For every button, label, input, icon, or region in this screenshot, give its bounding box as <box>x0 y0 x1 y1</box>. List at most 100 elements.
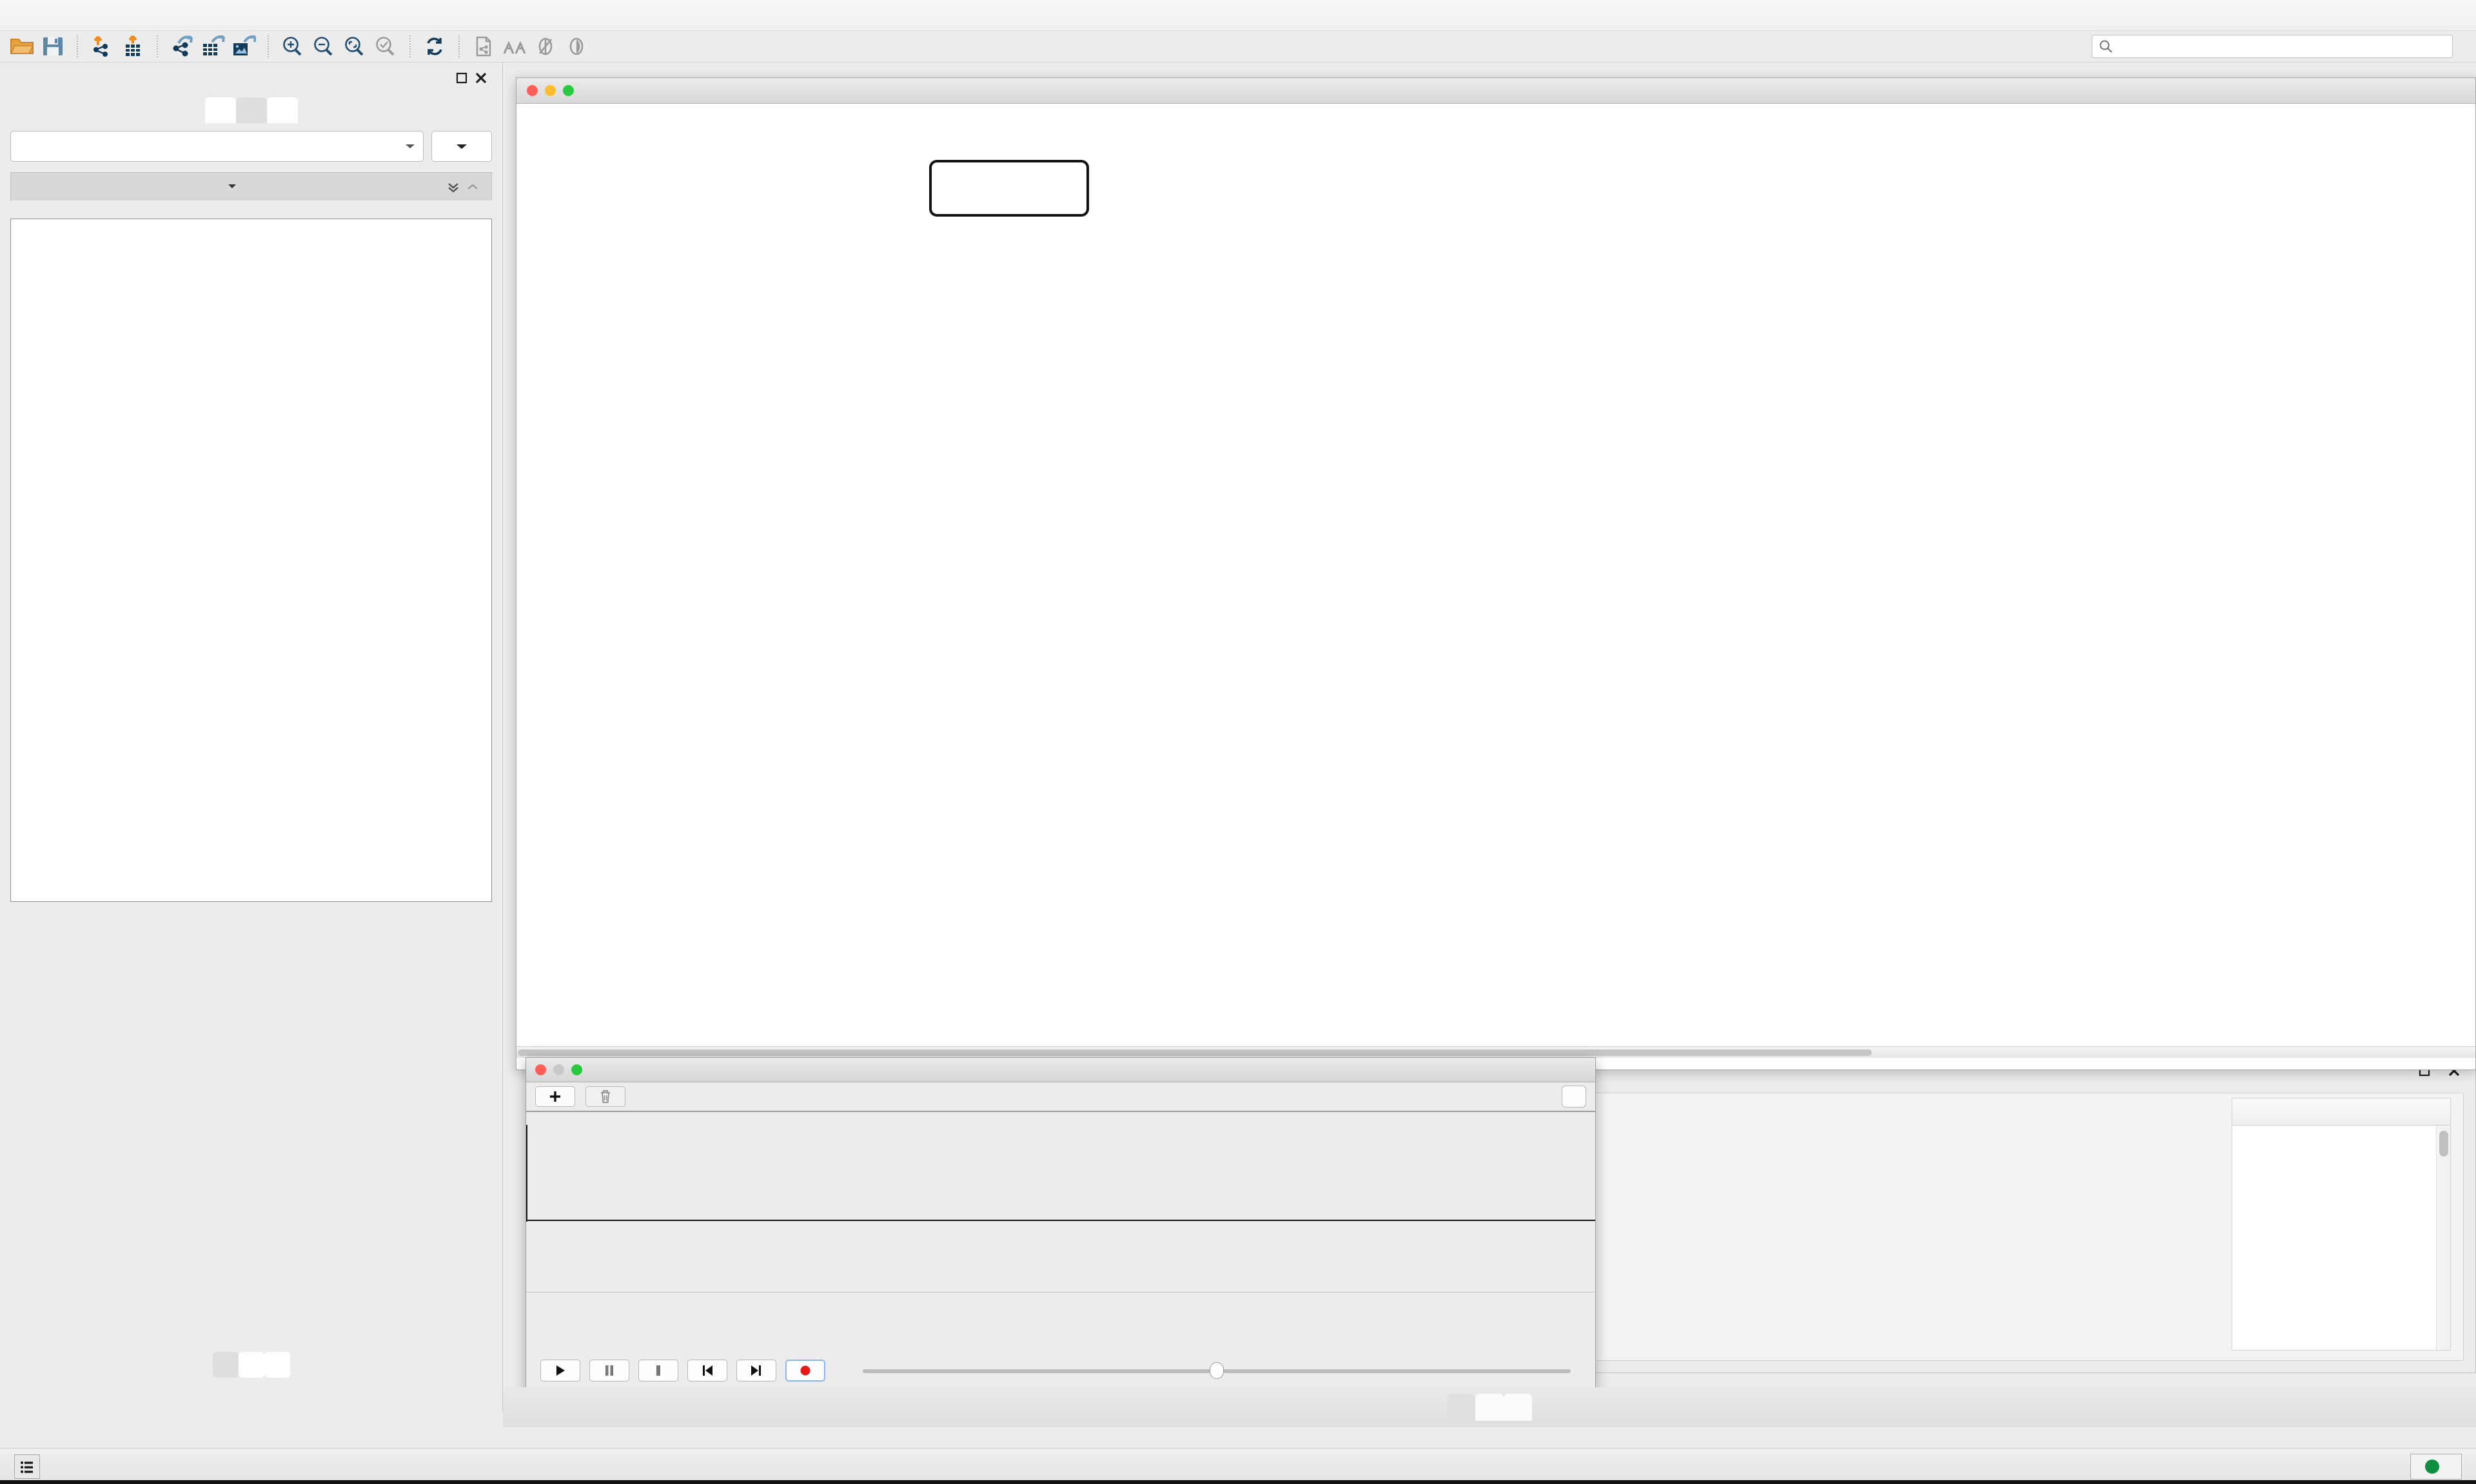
play-icon <box>556 1365 565 1376</box>
hide-icon[interactable] <box>530 32 561 61</box>
cyanimator-window <box>526 1057 1596 1396</box>
status-bar <box>0 1448 2476 1484</box>
record-icon <box>800 1365 811 1376</box>
animation-speed-slider[interactable] <box>863 1362 1571 1379</box>
tab-network-table[interactable] <box>1504 1394 1532 1421</box>
pause-icon <box>605 1365 613 1376</box>
trash-icon <box>601 1090 610 1103</box>
window-zoom-button[interactable] <box>563 85 574 96</box>
window-controls <box>535 1064 582 1075</box>
zoom-selected-icon[interactable] <box>370 32 401 61</box>
window-close-button[interactable] <box>527 85 538 96</box>
import-table-icon[interactable] <box>117 32 148 61</box>
network-canvas[interactable] <box>516 104 2475 1058</box>
export-table-icon[interactable] <box>197 32 228 61</box>
control-panel-bottom-tabs <box>0 1348 503 1381</box>
scrollbar-thumb[interactable] <box>518 1050 1872 1056</box>
cyanimator-timeline[interactable] <box>526 1112 1595 1293</box>
add-frame-button[interactable] <box>535 1086 575 1107</box>
tab-node-table[interactable] <box>1447 1394 1475 1421</box>
main-toolbar <box>0 31 2476 63</box>
clear-all-frames-button[interactable] <box>1562 1086 1586 1108</box>
skip-start-button[interactable] <box>687 1360 727 1381</box>
table-panel <box>1483 1057 2476 1373</box>
tab-edge[interactable] <box>239 1352 264 1378</box>
tab-network[interactable] <box>204 97 236 123</box>
network-window <box>516 77 2476 1070</box>
play-button[interactable] <box>540 1360 580 1381</box>
zoom-in-icon[interactable] <box>277 32 308 61</box>
window-close-button[interactable] <box>535 1064 546 1075</box>
record-button[interactable] <box>785 1360 825 1381</box>
chevron-down-icon <box>406 144 415 148</box>
zoom-out-icon[interactable] <box>308 32 339 61</box>
window-minimize-button[interactable] <box>545 85 556 96</box>
stop-button[interactable] <box>638 1360 678 1381</box>
cyanimator-toolbar <box>526 1082 1595 1112</box>
cyanimator-titlebar[interactable] <box>526 1058 1595 1082</box>
properties-column-headers <box>10 200 492 219</box>
timeline-playhead[interactable] <box>526 1125 527 1222</box>
export-image-icon[interactable] <box>228 32 259 61</box>
window-controls <box>527 85 574 96</box>
tab-select[interactable] <box>266 97 298 123</box>
slider-knob[interactable] <box>1210 1362 1224 1379</box>
properties-dropdown-icon[interactable] <box>222 177 242 197</box>
toolbar-separator <box>157 35 158 57</box>
properties-bar <box>10 172 492 200</box>
search-icon <box>2099 40 2112 53</box>
search-input[interactable] <box>2113 39 2446 54</box>
plus-icon <box>550 1091 560 1102</box>
zoom-fit-icon[interactable] <box>339 32 370 61</box>
save-icon[interactable] <box>37 32 68 61</box>
expand-all-icon[interactable] <box>444 177 463 197</box>
skip-end-button[interactable] <box>736 1360 776 1381</box>
network-window-titlebar[interactable] <box>516 78 2475 104</box>
toolbar-separator <box>458 35 460 57</box>
import-network-icon[interactable] <box>86 32 117 61</box>
window-zoom-button[interactable] <box>571 1064 582 1075</box>
chevron-down-icon <box>457 144 467 149</box>
cyanimator-transport-controls <box>526 1355 1595 1386</box>
memory-button[interactable] <box>2410 1453 2462 1479</box>
open-folder-icon[interactable] <box>6 32 37 61</box>
properties-table <box>10 219 492 902</box>
layout-icon[interactable] <box>499 32 530 61</box>
scrollbar-thumb[interactable] <box>2439 1131 2448 1157</box>
bottom-table-tabs <box>503 1387 2476 1427</box>
tab-network-style[interactable] <box>264 1352 290 1378</box>
delete-frame-button[interactable] <box>585 1086 625 1107</box>
tab-edge-table[interactable] <box>1475 1394 1504 1421</box>
new-network-from-selection-icon[interactable] <box>468 32 499 61</box>
search-box[interactable] <box>2092 35 2453 58</box>
network-graph[interactable] <box>516 104 2475 1058</box>
timeline-axis <box>526 1220 1595 1221</box>
stop-icon <box>656 1365 660 1376</box>
bottom-edge <box>0 1480 2476 1484</box>
refresh-icon[interactable] <box>419 32 450 61</box>
toolbar-separator <box>77 35 78 57</box>
pause-button[interactable] <box>589 1360 629 1381</box>
task-list-icon[interactable] <box>14 1454 40 1479</box>
toolbar-separator <box>409 35 411 57</box>
data-table <box>2232 1098 2451 1351</box>
network-horizontal-scrollbar[interactable] <box>516 1046 2475 1058</box>
skip-end-icon <box>751 1365 761 1376</box>
toolbar-separator <box>268 35 269 57</box>
skip-start-icon <box>703 1365 712 1376</box>
control-panel-header <box>0 63 502 93</box>
collapse-all-icon[interactable] <box>463 177 482 197</box>
style-dropdown[interactable] <box>10 131 424 162</box>
control-panel <box>0 63 503 1411</box>
show-icon[interactable] <box>561 32 592 61</box>
tab-style[interactable] <box>235 97 267 123</box>
session-title-bar <box>0 0 2476 31</box>
table-vertical-scrollbar[interactable] <box>2436 1126 2450 1350</box>
maximize-icon[interactable] <box>452 68 471 88</box>
export-network-icon[interactable] <box>166 32 197 61</box>
tab-node[interactable] <box>213 1352 239 1378</box>
style-options-button[interactable] <box>431 131 492 162</box>
close-icon[interactable] <box>471 68 491 88</box>
window-minimize-button[interactable] <box>553 1064 564 1075</box>
annotation-box[interactable] <box>929 160 1089 217</box>
